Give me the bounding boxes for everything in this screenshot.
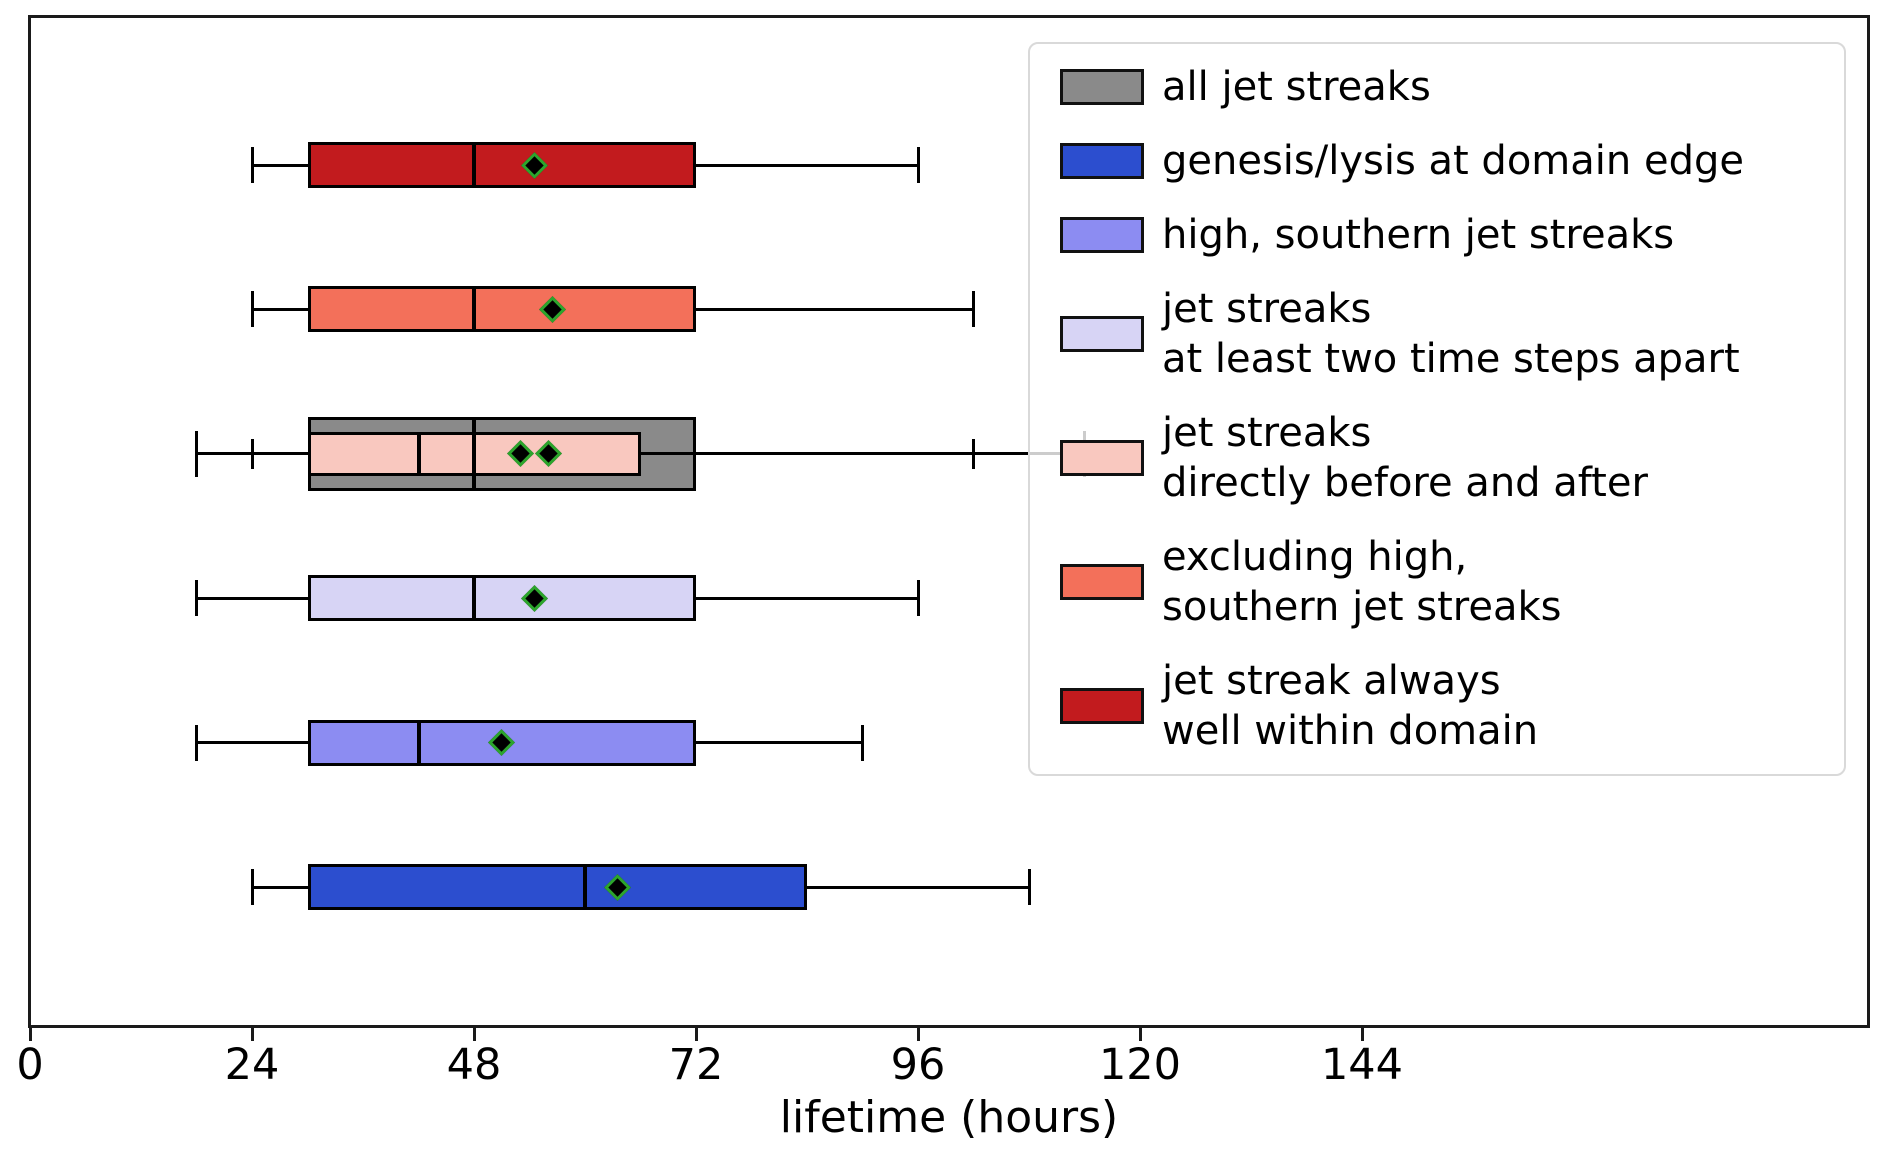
x-tick-label: 144 [1320,1040,1404,1090]
whisker-low-line [196,596,308,600]
legend-swatch [1060,688,1144,724]
legend-swatch [1060,440,1144,476]
legend-label: genesis/lysis at domain edge [1162,138,1744,184]
x-tick-mark [250,1025,254,1041]
x-tick-mark [916,1025,920,1041]
iqr-box [307,286,696,333]
whisker-high-line [696,596,918,600]
legend-label: jet streaks directly before and after [1162,410,1648,506]
whisker-low-cap [250,147,254,183]
whisker-high-cap [861,724,864,761]
whisker-low-line [252,307,308,311]
whisker-low-cap [195,580,198,617]
legend-label: all jet streaks [1162,64,1431,110]
x-tick-label: 0 [16,1040,44,1090]
whisker-low-cap [195,724,198,761]
whisker-low-line [252,163,308,167]
x-tick-label: 24 [224,1040,280,1090]
legend-entry: jet streaks directly before and after [1060,408,1820,508]
median-line [472,416,476,491]
legend-swatch [1060,69,1144,105]
whisker-low-cap [195,430,198,477]
legend-swatch [1060,217,1144,253]
x-tick-mark [694,1025,698,1041]
whisker-low-line [252,452,308,456]
median-line [472,286,476,333]
legend: all jet streaks genesis/lysis at domain e… [1028,42,1846,776]
legend-label: jet streaks at least two time steps apar… [1162,286,1740,382]
x-tick-mark [1138,1025,1142,1041]
whisker-low-cap [250,869,254,905]
iqr-box [307,142,696,188]
legend-swatch [1060,564,1144,600]
legend-entry: all jet streaks [1060,62,1820,112]
whisker-low-cap [250,438,254,469]
legend-entry: genesis/lysis at domain edge [1060,136,1820,186]
x-tick-label: 120 [1098,1040,1182,1090]
legend-label: jet streak always well within domain [1162,658,1539,754]
x-axis-label: lifetime (hours) [779,1092,1119,1143]
legend-swatch [1060,316,1144,352]
whisker-low-cap [250,291,254,328]
whisker-low-line [252,885,308,889]
median-line [472,575,476,622]
whisker-high-cap [972,438,975,469]
median-line [583,864,587,910]
whisker-high-line [696,163,918,167]
median-line [416,431,421,476]
whisker-high-cap [972,291,975,328]
x-tick-label: 72 [668,1040,724,1090]
legend-entry: excluding high, southern jet streaks [1060,532,1820,632]
legend-label: excluding high, southern jet streaks [1162,534,1562,630]
legend-entry: jet streaks at least two time steps apar… [1060,284,1820,384]
legend-entry: jet streak always well within domain [1060,656,1820,756]
whisker-high-cap [916,147,920,183]
x-tick-mark [472,1025,476,1041]
whisker-high-line [696,307,974,311]
whisker-high-line [807,885,1029,889]
whisker-high-line [640,452,974,456]
iqr-box [307,575,696,622]
legend-swatch [1060,143,1144,179]
whisker-high-cap [916,580,920,617]
x-tick-mark [28,1025,32,1041]
iqr-box [307,864,807,910]
whisker-high-cap [1027,869,1031,905]
x-tick-mark [1360,1025,1364,1041]
median-line [416,719,421,766]
whisker-high-line [696,741,863,745]
whisker-low-line [196,741,308,745]
legend-entry: high, southern jet streaks [1060,210,1820,260]
x-tick-label: 48 [446,1040,502,1090]
legend-label: high, southern jet streaks [1162,212,1675,258]
median-line [472,142,476,188]
x-tick-label: 96 [890,1040,946,1090]
